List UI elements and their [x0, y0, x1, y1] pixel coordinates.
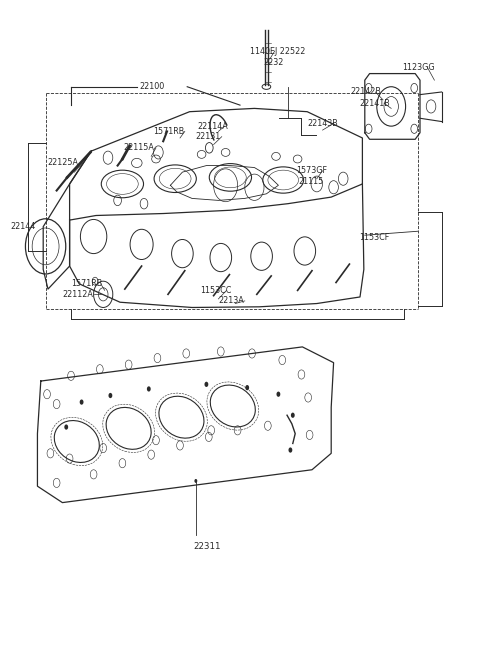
- Text: 1153CC: 1153CC: [201, 286, 232, 295]
- Circle shape: [147, 386, 151, 392]
- Circle shape: [276, 392, 280, 397]
- Text: 21115: 21115: [299, 177, 324, 186]
- Circle shape: [108, 393, 112, 398]
- Text: 22125A: 22125A: [47, 158, 78, 168]
- Circle shape: [245, 385, 249, 390]
- Text: 1571RB: 1571RB: [71, 279, 102, 288]
- Circle shape: [204, 382, 208, 387]
- Text: 1153CF: 1153CF: [359, 233, 389, 242]
- Text: 2213A: 2213A: [218, 296, 244, 306]
- Text: 1573GF: 1573GF: [297, 166, 328, 175]
- Text: 2232: 2232: [263, 58, 283, 67]
- Text: 22100: 22100: [139, 82, 165, 91]
- Text: 22114A: 22114A: [198, 122, 228, 131]
- Text: 22144: 22144: [11, 222, 36, 231]
- Text: 22115A: 22115A: [124, 143, 155, 152]
- Text: 1123GG: 1123GG: [402, 62, 435, 72]
- Text: 1571RB: 1571RB: [154, 127, 185, 136]
- Circle shape: [80, 399, 84, 405]
- Text: 22131: 22131: [196, 132, 221, 141]
- Text: 22142B: 22142B: [350, 87, 381, 97]
- Text: 22141B: 22141B: [359, 99, 390, 108]
- Text: 22311: 22311: [193, 542, 221, 551]
- Text: 1140EJ 22522: 1140EJ 22522: [250, 47, 305, 56]
- Circle shape: [288, 447, 292, 453]
- Text: 22112A: 22112A: [62, 290, 93, 299]
- Circle shape: [64, 424, 68, 430]
- Circle shape: [194, 479, 197, 483]
- Text: 22143B: 22143B: [307, 119, 338, 128]
- Circle shape: [291, 413, 295, 418]
